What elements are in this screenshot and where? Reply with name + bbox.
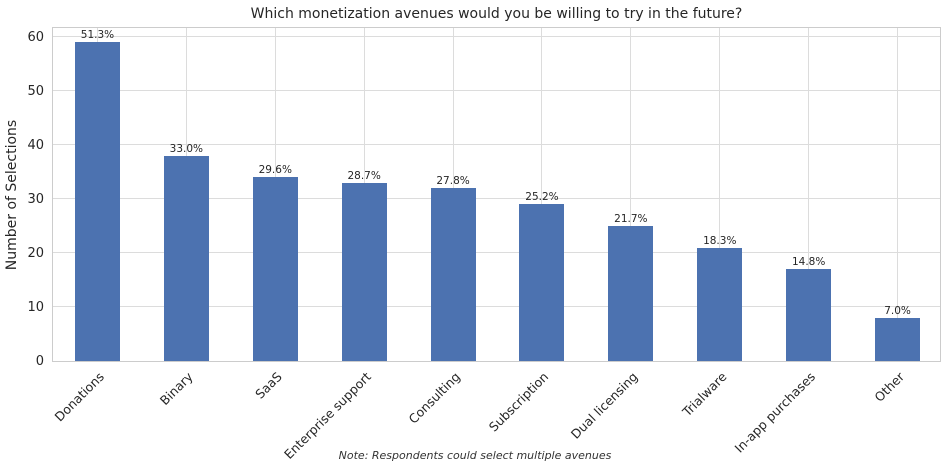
- bar-dual-licensing: [608, 225, 654, 361]
- v-gridline-trialware: [719, 28, 721, 361]
- x-tick-label-trialware: Trialware: [679, 369, 730, 420]
- bar-value-label-saas: 29.6%: [258, 164, 292, 177]
- bar-value-label-in-app-purchases: 14.8%: [791, 256, 826, 269]
- y-tick-label-0: 0: [35, 354, 44, 369]
- bar-subscription: [519, 204, 565, 361]
- x-tick-label-other: Other: [871, 369, 908, 405]
- x-tick-label-saas: SaaS: [252, 369, 285, 402]
- bar-consulting: [430, 188, 476, 361]
- h-gridline-40: [53, 144, 940, 146]
- x-tick-label-in-app-purchases: In-app purchases: [731, 369, 819, 456]
- h-gridline-10: [53, 306, 940, 308]
- x-tick-label-dual-licensing: Dual licensing: [567, 369, 641, 442]
- chart-title: Which monetization avenues would you be …: [250, 6, 743, 22]
- x-tick-label-consulting: Consulting: [405, 369, 463, 427]
- bar-value-label-binary: 33.0%: [169, 142, 204, 155]
- bar-value-label-dual-licensing: 21.7%: [614, 212, 648, 225]
- bar-value-label-subscription: 25.2%: [525, 191, 559, 204]
- chart-footnote: Note: Respondents could select multiple …: [338, 449, 612, 462]
- x-tick-label-binary: Binary: [156, 369, 196, 409]
- bar-trialware: [697, 247, 743, 361]
- v-gridline-dual-licensing: [630, 28, 632, 361]
- bar-saas: [252, 177, 298, 361]
- bar-value-label-enterprise-support: 28.7%: [347, 169, 381, 182]
- bar-value-label-donations: 51.3%: [80, 29, 115, 42]
- y-tick-label-30: 30: [27, 191, 44, 207]
- x-tick-label-enterprise-support: Enterprise support: [280, 369, 374, 462]
- y-tick-label-40: 40: [27, 137, 44, 153]
- x-tick-label-subscription: Subscription: [486, 369, 552, 435]
- y-tick-label-50: 50: [27, 83, 44, 99]
- y-tick-label-20: 20: [27, 245, 44, 261]
- bar-enterprise-support: [341, 182, 387, 361]
- plot-area: 51.3% 33.0% 29.6% 28.7% 27.8% 25.2% 21.7% 18.3%…: [52, 27, 941, 362]
- bar-value-label-consulting: 27.8%: [436, 175, 470, 188]
- v-gridline-subscription: [541, 28, 543, 361]
- bar-binary: [163, 155, 209, 361]
- bar-in-app-purchases: [786, 269, 832, 361]
- v-gridline-other: [897, 28, 899, 361]
- bar-value-label-trialware: 18.3%: [703, 234, 737, 247]
- y-tick-label-60: 60: [27, 29, 44, 45]
- y-tick-label-10: 10: [27, 299, 44, 315]
- bar-other: [875, 317, 921, 361]
- h-gridline-50: [53, 90, 940, 92]
- h-gridline-30: [53, 198, 940, 200]
- x-tick-label-donations: Donations: [51, 369, 108, 425]
- v-gridline-in-app-purchases: [808, 28, 810, 361]
- bar-donations: [74, 42, 120, 361]
- h-gridline-60: [53, 36, 940, 38]
- h-gridline-20: [53, 252, 940, 254]
- bar-value-label-other: 7.0%: [884, 304, 911, 317]
